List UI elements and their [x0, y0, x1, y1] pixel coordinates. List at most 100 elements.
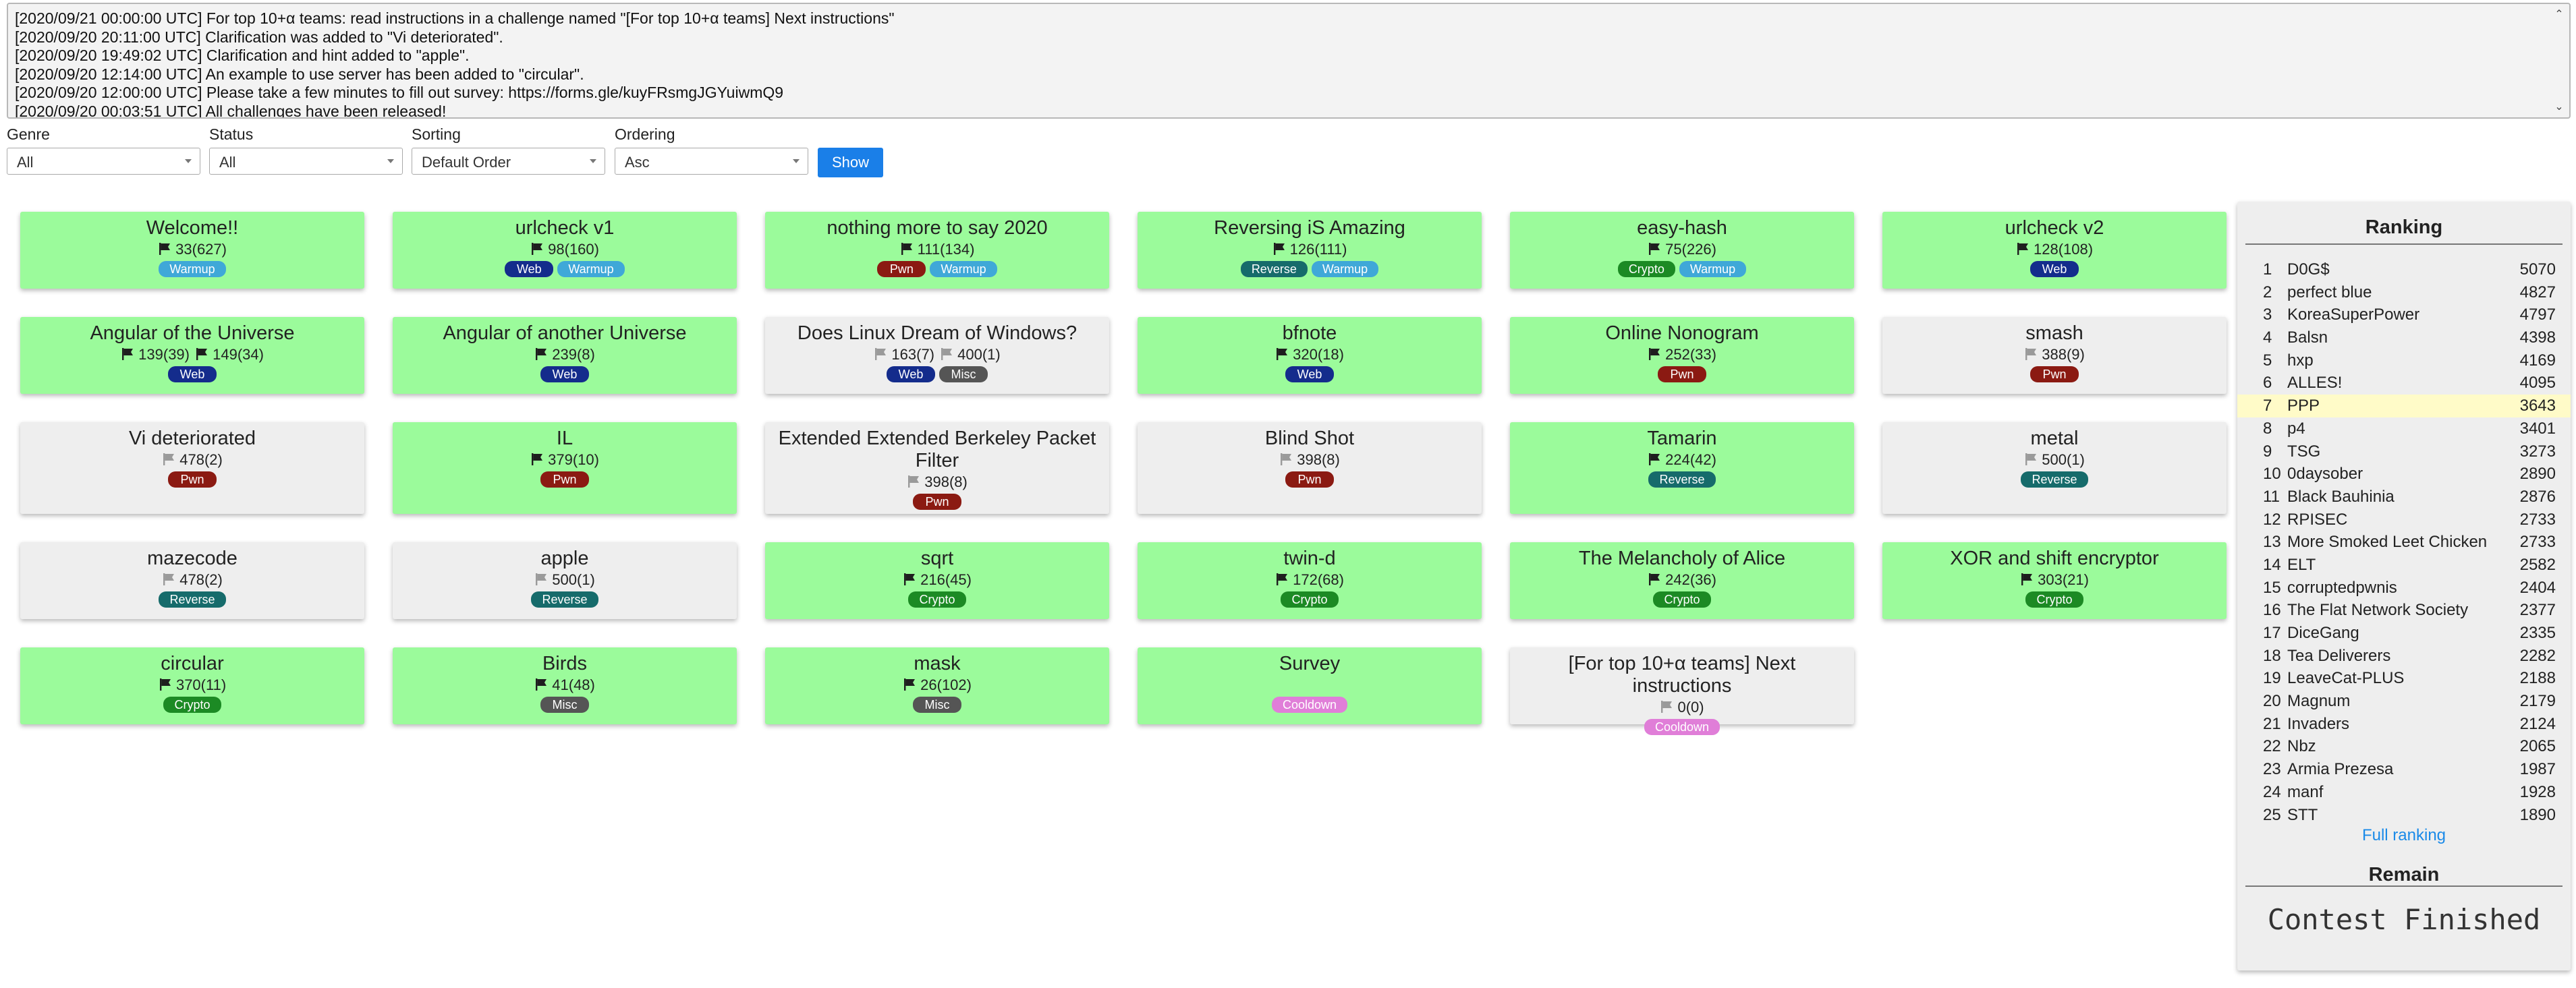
ranking-row[interactable]: 14 ELT 2582 [2237, 554, 2571, 577]
challenge-card[interactable]: twin-d 172(68) Crypto [1138, 542, 1482, 619]
challenge-card[interactable]: mask 26(102) Misc [765, 647, 1109, 724]
chevron-down-icon[interactable]: ⌄ [2554, 100, 2564, 113]
ranking-row[interactable]: 15 corruptedpwnis 2404 [2237, 577, 2571, 600]
challenge-tags: Reverse Warmup [1138, 261, 1482, 278]
genre-select[interactable]: All [7, 148, 200, 175]
challenge-card[interactable]: sqrt 216(45) Crypto [765, 542, 1109, 619]
challenge-card[interactable]: Angular of the Universe 139(39) 149(34) W… [20, 317, 364, 394]
challenge-card[interactable]: Survey Cooldown [1138, 647, 1482, 724]
ordering-select[interactable]: Asc [615, 148, 808, 175]
team-name: Balsn [2287, 328, 2328, 347]
ranking-row[interactable]: 25 STT 1890 [2237, 804, 2571, 827]
ranking-row[interactable]: 9 TSG 3273 [2237, 440, 2571, 463]
challenge-card[interactable]: circular 370(11) Crypto [20, 647, 364, 724]
ranking-row[interactable]: 23 Armia Prezesa 1987 [2237, 758, 2571, 781]
challenge-card[interactable]: metal 500(1) Reverse [1882, 422, 2227, 514]
challenge-title: Vi deteriorated [128, 428, 256, 449]
ranking-row[interactable]: 11 Black Bauhinia 2876 [2237, 486, 2571, 508]
show-button[interactable]: Show [818, 148, 883, 177]
score-item: 224(42) [1648, 451, 1716, 468]
challenge-card[interactable]: Vi deteriorated 478(2) Pwn [20, 422, 364, 514]
ranking-row[interactable]: 12 RPISEC 2733 [2237, 508, 2571, 531]
challenge-card[interactable]: Reversing iS Amazing 126(111) Reverse Warm… [1138, 212, 1482, 289]
rank-number: 13 [2263, 533, 2281, 552]
challenge-card[interactable]: Blind Shot 398(8) Pwn [1138, 422, 1482, 514]
genre-label: Genre [7, 125, 50, 143]
sorting-select[interactable]: Default Order [412, 148, 605, 175]
status-select[interactable]: All [209, 148, 403, 175]
announcement-text: All challenges have been released! [205, 102, 447, 119]
ranking-row[interactable]: 17 DiceGang 2335 [2237, 622, 2571, 645]
ordering-label: Ordering [615, 125, 675, 143]
announcements-box[interactable]: [2020/09/21 00:00:00 UTC] For top 10+α t… [7, 3, 2571, 119]
challenge-title: Does Linux Dream of Windows? [797, 322, 1077, 344]
ranking-row[interactable]: 6 ALLES! 4095 [2237, 372, 2571, 395]
challenge-card[interactable]: The Melancholy of Alice 242(36) Crypto [1510, 542, 1854, 619]
challenge-title: smash [2025, 322, 2083, 344]
challenge-card[interactable]: mazecode 478(2) Reverse [20, 542, 364, 619]
ranking-row[interactable]: 16 The Flat Network Society 2377 [2237, 599, 2571, 622]
challenge-card[interactable]: Birds 41(48) Misc [393, 647, 737, 724]
ranking-row[interactable]: 18 Tea Deliverers 2282 [2237, 645, 2571, 668]
ranking-row[interactable]: 4 Balsn 4398 [2237, 326, 2571, 349]
challenge-card[interactable]: Does Linux Dream of Windows? 163(7) 400(… [765, 317, 1109, 394]
rank-number: 12 [2263, 510, 2281, 529]
ranking-row[interactable]: 24 manf 1928 [2237, 781, 2571, 804]
genre-value: All [17, 154, 34, 171]
ranking-row[interactable]: 22 Nbz 2065 [2237, 735, 2571, 758]
caret-down-icon [590, 159, 596, 163]
announcements-scrollbar[interactable]: ⌃ ⌄ [2550, 5, 2568, 116]
challenge-card[interactable]: nothing more to say 2020 111(134) Pwn Warm… [765, 212, 1109, 289]
ranking-row[interactable]: 7 PPP 3643 [2237, 395, 2571, 417]
flag-icon [904, 678, 916, 691]
challenge-card[interactable]: [For top 10+α teams] Next instructions 0… [1510, 647, 1854, 735]
challenge-card[interactable]: easy-hash 75(226) Crypto Warmup [1510, 212, 1854, 289]
challenge-card[interactable]: Online Nonogram 252(33) Pwn [1510, 317, 1854, 394]
ranking-row[interactable]: 19 LeaveCat-PLUS 2188 [2237, 667, 2571, 690]
team-name: KoreaSuperPower [2287, 306, 2420, 324]
genre-badge: Misc [540, 697, 589, 713]
ranking-row[interactable]: 5 hxp 4169 [2237, 349, 2571, 372]
chevron-up-icon[interactable]: ⌃ [2554, 9, 2564, 20]
score-text: 75(226) [1665, 241, 1716, 258]
ranking-row[interactable]: 8 p4 3401 [2237, 417, 2571, 440]
rank-number: 3 [2263, 306, 2272, 324]
challenge-card[interactable]: Welcome!! 33(627) Warmup [20, 212, 364, 289]
challenge-card[interactable]: Angular of another Universe 239(8) Web [393, 317, 737, 394]
genre-badge: Pwn [1658, 366, 1706, 382]
challenge-tags: Crypto [1510, 591, 1854, 608]
score-text: 252(33) [1665, 346, 1716, 363]
score-item: 400(1) [940, 346, 1001, 363]
challenge-card[interactable]: apple 500(1) Reverse [393, 542, 737, 619]
ranking-row[interactable]: 20 Magnum 2179 [2237, 690, 2571, 713]
challenge-card[interactable]: urlcheck v2 128(108) Web [1882, 212, 2227, 289]
team-points: 2377 [2519, 601, 2556, 620]
challenge-card[interactable]: smash 388(9) Pwn [1882, 317, 2227, 394]
challenge-card[interactable]: urlcheck v1 98(160) Web Warmup [393, 212, 737, 289]
challenge-card[interactable]: Extended Extended Berkeley Packet Filter… [765, 422, 1109, 514]
score-item: 303(21) [2020, 571, 2089, 588]
flag-icon [904, 573, 916, 585]
flag-icon [941, 348, 952, 360]
ranking-row[interactable]: 3 KoreaSuperPower 4797 [2237, 303, 2571, 326]
score-item: 26(102) [903, 676, 972, 693]
team-name: DiceGang [2287, 624, 2359, 642]
full-ranking-link[interactable]: Full ranking [2361, 826, 2446, 844]
caret-down-icon [793, 159, 800, 163]
genre-badge: Web [168, 366, 217, 382]
flag-icon [163, 453, 175, 465]
flag-icon [2017, 243, 2028, 255]
ranking-row[interactable]: 13 More Smoked Leet Chicken 2733 [2237, 531, 2571, 554]
challenge-tags: Pwn [1138, 471, 1482, 488]
challenge-card[interactable]: IL 379(10) Pwn [393, 422, 737, 514]
ranking-row[interactable]: 1 D0G$ 5070 [2237, 258, 2571, 281]
flag-icon [2025, 453, 2037, 465]
ranking-row[interactable]: 21 Invaders 2124 [2237, 713, 2571, 736]
ranking-row[interactable]: 2 perfect blue 4827 [2237, 281, 2571, 304]
team-points: 2876 [2519, 487, 2556, 506]
ranking-row[interactable]: 10 0daysober 2890 [2237, 463, 2571, 486]
challenge-card[interactable]: XOR and shift encryptor 303(21) Crypto [1882, 542, 2227, 619]
challenge-card[interactable]: bfnote 320(18) Web [1138, 317, 1482, 394]
challenge-card[interactable]: Tamarin 224(42) Reverse [1510, 422, 1854, 514]
score-item: 388(9) [2024, 346, 2085, 363]
